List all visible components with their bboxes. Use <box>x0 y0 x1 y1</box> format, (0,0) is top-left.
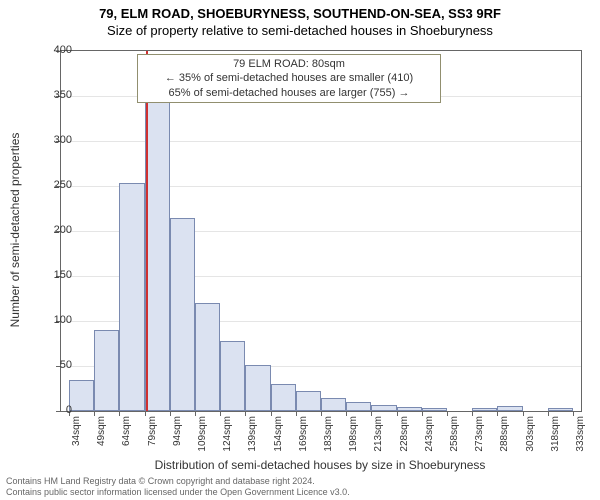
histogram-bar <box>170 218 195 412</box>
x-tick-label: 169sqm <box>298 416 309 452</box>
annotation-line3: 65% of semi-detached houses are larger (… <box>169 87 410 99</box>
histogram-bar <box>220 341 245 411</box>
x-tick-label: 273sqm <box>474 416 485 452</box>
x-tick-label: 303sqm <box>525 416 536 452</box>
x-tick-mark <box>296 411 297 416</box>
x-tick-label: 243sqm <box>424 416 435 452</box>
annotation-line2: ← 35% of semi-detached houses are smalle… <box>165 72 413 84</box>
histogram-bar <box>397 407 422 412</box>
histogram-bar <box>346 402 371 411</box>
x-tick-label: 109sqm <box>197 416 208 452</box>
x-tick-label: 79sqm <box>147 416 158 446</box>
histogram-bar <box>371 405 396 411</box>
x-tick-mark <box>170 411 171 416</box>
histogram-bar <box>245 365 270 411</box>
y-tick-label: 350 <box>32 89 72 101</box>
y-tick-label: 150 <box>32 269 72 281</box>
x-axis-label: Distribution of semi-detached houses by … <box>60 458 580 472</box>
x-tick-label: 198sqm <box>348 416 359 452</box>
footer-line1: Contains HM Land Registry data © Crown c… <box>6 476 315 486</box>
histogram-bar <box>195 303 220 411</box>
x-tick-mark <box>271 411 272 416</box>
x-tick-label: 258sqm <box>449 416 460 452</box>
histogram-bar <box>296 391 321 411</box>
annotation-line1: 79 ELM ROAD: 80sqm <box>233 58 345 70</box>
grid-line <box>61 141 581 142</box>
histogram-bar <box>119 183 144 411</box>
y-tick-label: 100 <box>32 314 72 326</box>
x-tick-mark <box>195 411 196 416</box>
y-axis-label: Number of semi-detached properties <box>8 50 22 410</box>
x-tick-label: 94sqm <box>172 416 183 446</box>
x-tick-mark <box>422 411 423 416</box>
x-tick-mark <box>548 411 549 416</box>
x-tick-label: 318sqm <box>550 416 561 452</box>
x-tick-mark <box>523 411 524 416</box>
x-tick-label: 139sqm <box>247 416 258 452</box>
x-tick-label: 49sqm <box>96 416 107 446</box>
histogram-bar <box>271 384 296 411</box>
y-tick-label: 50 <box>32 359 72 371</box>
histogram-bar <box>472 408 497 411</box>
x-tick-mark <box>573 411 574 416</box>
y-tick-label: 0 <box>32 404 72 416</box>
page-subtitle: Size of property relative to semi-detach… <box>0 21 600 38</box>
x-tick-mark <box>397 411 398 416</box>
x-tick-mark <box>145 411 146 416</box>
page-title: 79, ELM ROAD, SHOEBURYNESS, SOUTHEND-ON-… <box>0 0 600 21</box>
x-tick-label: 124sqm <box>222 416 233 452</box>
x-tick-label: 154sqm <box>273 416 284 452</box>
histogram-bar <box>69 380 94 412</box>
annotation-box: 79 ELM ROAD: 80sqm ← 35% of semi-detache… <box>137 54 441 103</box>
y-tick-label: 300 <box>32 134 72 146</box>
x-tick-mark <box>447 411 448 416</box>
histogram-bar <box>145 100 170 411</box>
footer-line2: Contains public sector information licen… <box>6 487 350 497</box>
x-tick-label: 34sqm <box>71 416 82 446</box>
marker-line <box>146 51 148 411</box>
x-tick-label: 228sqm <box>399 416 410 452</box>
y-tick-label: 250 <box>32 179 72 191</box>
histogram-bar <box>94 330 119 411</box>
footer-attribution: Contains HM Land Registry data © Crown c… <box>6 476 350 498</box>
histogram-bar <box>497 406 522 411</box>
y-tick-label: 200 <box>32 224 72 236</box>
histogram-bar <box>548 408 573 411</box>
histogram-bar <box>422 408 447 411</box>
x-tick-label: 183sqm <box>323 416 334 452</box>
y-tick-label: 400 <box>32 44 72 56</box>
x-tick-label: 64sqm <box>121 416 132 446</box>
x-tick-label: 213sqm <box>373 416 384 452</box>
histogram-bar <box>321 398 346 411</box>
x-tick-label: 288sqm <box>499 416 510 452</box>
chart-plot-area: 79 ELM ROAD: 80sqm ← 35% of semi-detache… <box>60 50 582 412</box>
x-tick-label: 333sqm <box>575 416 586 452</box>
x-tick-mark <box>321 411 322 416</box>
